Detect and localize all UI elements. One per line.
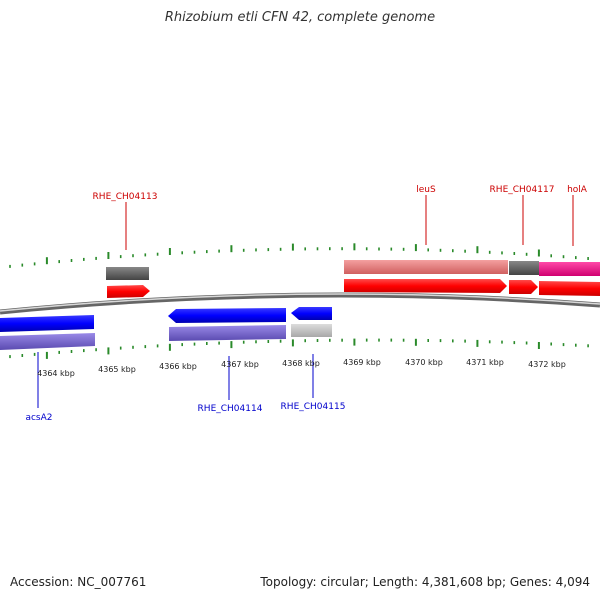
gene-label-RHE_CH04117[interactable]: RHE_CH04117: [490, 185, 555, 195]
label-group-holA: holA: [567, 185, 588, 246]
gene-arrow-RHE_CH04115[interactable]: [291, 307, 332, 320]
ruler-ticks-top: [9, 243, 589, 268]
label-group-RHE_CH04117: RHE_CH04117: [490, 185, 555, 245]
ruler-label: 4366 kbp: [159, 362, 197, 371]
ruler-label: 4372 kbp: [528, 360, 566, 369]
label-group-acsA2: acsA2: [25, 352, 53, 423]
gene-label-leuS[interactable]: leuS: [416, 185, 436, 195]
feature-bar-grey-RHE_CH04115[interactable]: [291, 324, 332, 337]
label-group-RHE_CH04114: RHE_CH04114: [198, 356, 263, 414]
label-group-RHE_CH04113: RHE_CH04113: [93, 192, 158, 250]
label-group-RHE_CH04115: RHE_CH04115: [281, 354, 346, 412]
ruler-label: 4368 kbp: [282, 359, 320, 368]
ruler-label: 4369 kbp: [343, 358, 381, 367]
ruler-label: 4364 kbp: [37, 369, 75, 378]
feature-bar-purple-acsA2[interactable]: [0, 333, 95, 350]
gene-label-holA[interactable]: holA: [567, 185, 588, 195]
gene-arrow-RHE_CH04117[interactable]: [509, 280, 538, 294]
topology-text: Topology: circular; Length: 4,381,608 bp…: [260, 575, 590, 589]
gene-label-acsA2[interactable]: acsA2: [25, 413, 52, 423]
feature-bar-magenta-holA[interactable]: [539, 262, 600, 276]
gene-arrow-holA[interactable]: [539, 281, 600, 296]
gene-label-RHE_CH04113[interactable]: RHE_CH04113: [93, 192, 158, 202]
feature-bar-pink-leuS[interactable]: [344, 260, 508, 274]
map-title: Rhizobium etli CFN 42, complete genome: [164, 10, 436, 25]
ruler-label: 4370 kbp: [405, 358, 443, 367]
ruler-label: 4367 kbp: [221, 360, 259, 369]
label-group-leuS: leuS: [416, 185, 436, 245]
accession-text: Accession: NC_007761: [10, 575, 147, 589]
genome-backbone-highlight: [0, 293, 600, 312]
gene-label-RHE_CH04114[interactable]: RHE_CH04114: [198, 404, 263, 414]
gene-arrow-RHE_CH04113[interactable]: [107, 285, 150, 298]
genome-backbone: [0, 292, 600, 315]
feature-bar-grey-RHE_CH04113[interactable]: [106, 267, 149, 280]
gene-label-RHE_CH04115[interactable]: RHE_CH04115: [281, 402, 346, 412]
gene-arrow-leuS[interactable]: [344, 279, 507, 293]
gene-arrow-RHE_CH04114[interactable]: [168, 308, 286, 323]
gene-arrow-acsA2[interactable]: [0, 315, 94, 332]
ruler-labels: 4364 kbp 4365 kbp 4366 kbp 4367 kbp 4368…: [37, 358, 566, 378]
ruler-ticks-bottom: [9, 338, 589, 359]
feature-bar-purple-RHE_CH04114[interactable]: [169, 325, 286, 341]
feature-bar-grey-RHE_CH04117[interactable]: [509, 261, 539, 275]
ruler-label: 4365 kbp: [98, 365, 136, 374]
ruler-label: 4371 kbp: [466, 358, 504, 367]
